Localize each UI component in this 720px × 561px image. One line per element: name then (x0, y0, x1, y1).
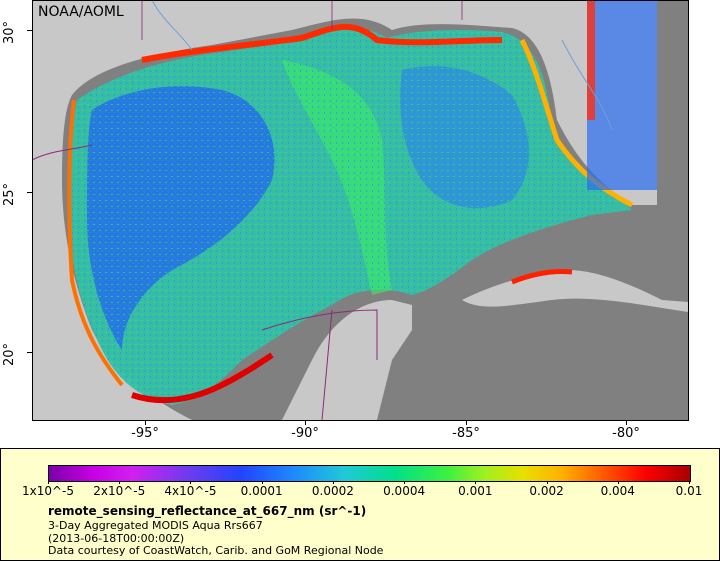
legend-variable-title: remote_sensing_reflectance_at_667_nm (sr… (48, 504, 367, 518)
lon-tickmark (145, 420, 146, 425)
river (151, 0, 613, 131)
coastal-high-reflectance-campeche (131, 352, 274, 404)
map-panel[interactable] (32, 0, 688, 420)
legend-source: Data courtesy of CoastWatch, Carib. and … (48, 544, 384, 557)
colorbar-tickmark (475, 481, 477, 484)
coastal-high-reflectance-west (67, 99, 124, 387)
gulf-of-mexico-map[interactable] (32, 0, 688, 420)
lon-tickmark (305, 420, 306, 425)
colorbar-tick-label: 0.004 (600, 484, 635, 498)
lat-label-25: 25° (2, 182, 17, 206)
lat-tickmark (27, 30, 32, 31)
colorbar-tick-label: 0.002 (529, 484, 564, 498)
lon-tickmark (626, 420, 627, 425)
florida-east-coast-band (587, 0, 595, 120)
colorbar-tickmark (689, 481, 690, 484)
lat-tickmark (27, 192, 32, 193)
colorbar-tick-label: 0.0004 (383, 484, 426, 498)
lon-label-95: -95° (131, 426, 159, 441)
florida-east-data-strip (587, 0, 657, 190)
lat-tickmark (27, 352, 32, 353)
colorbar-tickmark (332, 481, 334, 484)
cuba-coast-high-reflectance (511, 269, 573, 285)
lat-label-30: 30° (2, 20, 17, 44)
lon-label-80: -80° (612, 426, 640, 441)
coastal-high-reflectance-north (141, 23, 503, 63)
colorbar-tickmark (190, 481, 192, 484)
state-border (141, 0, 463, 40)
colorbar-tick-label: 0.0002 (311, 484, 354, 498)
legend-date: (2013-06-18T00:00:00Z) (48, 532, 185, 545)
lon-tickmark (466, 420, 467, 425)
colorbar-tick-label: 0.001 (458, 484, 493, 498)
lat-label-20: 20° (2, 342, 17, 366)
yucatan-peninsula (282, 300, 412, 420)
colorbar-tickmark (617, 481, 619, 484)
colorbar-tick-label: 0.0001 (240, 484, 283, 498)
legend-dataset: 3-Day Aggregated MODIS Aqua Rrs667 (48, 519, 263, 532)
country-border (32, 144, 378, 420)
lon-label-85: -85° (452, 426, 480, 441)
colorbar-tickmark (404, 481, 406, 484)
colorbar-tickmark (48, 481, 49, 484)
colorbar-tick-label: 1x10^-5 (21, 484, 75, 498)
lon-label-90: -90° (291, 426, 319, 441)
colorbar-tickmark (119, 481, 121, 484)
colorbar-tick-label: 4x10^-5 (164, 484, 217, 498)
colorbar-tick-label: 2x10^-5 (93, 484, 146, 498)
colorbar-tickmark (261, 481, 263, 484)
colorbar (48, 465, 691, 482)
colorbar-tick-label: 0.01 (675, 484, 703, 498)
map-credit: NOAA/AOML (38, 4, 124, 20)
colorbar-tickmark (546, 481, 548, 484)
legend-panel: remote_sensing_reflectance_at_667_nm (sr… (0, 448, 720, 561)
speckle-texture (70, 28, 622, 405)
